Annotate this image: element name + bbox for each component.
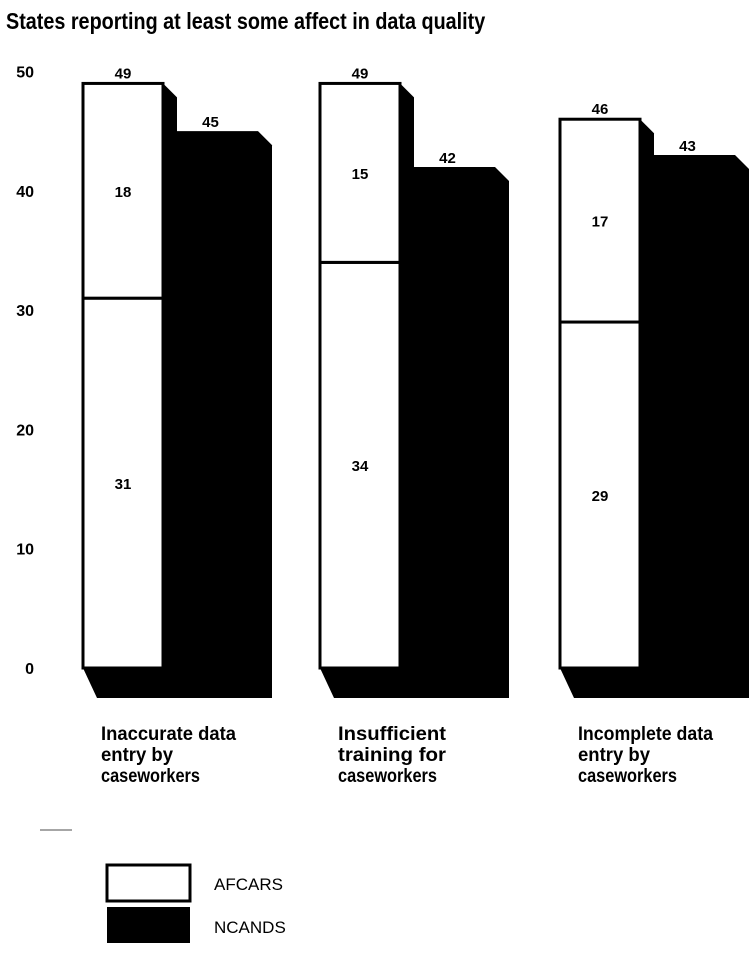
afcars-bar-segment-upper [318,81,402,264]
afcars-upper-value-label: 17 [592,214,609,231]
ncands-value-label: 45 [202,114,219,131]
afcars-upper-value-label: 15 [352,166,369,183]
y-tick-label: 40 [16,184,34,201]
afcars-upper-value-label: 18 [115,184,132,201]
category-label: entry by [578,745,650,766]
afcars-total-label: 46 [592,101,609,118]
y-tick-label: 30 [16,303,34,320]
category-label: caseworkers [338,766,437,787]
afcars-total-label: 49 [352,65,369,82]
afcars-bar-segment-upper [558,117,642,324]
y-tick-label: 10 [16,542,34,559]
category-label: Insufficient [338,724,447,745]
afcars-total-label: 49 [115,65,132,82]
category-label: Inaccurate data [101,724,236,745]
chart-title: States reporting at least some affect in… [6,8,486,34]
afcars-bar-segment-upper [81,81,165,300]
afcars-lower-value-label: 29 [592,488,609,505]
legend-swatch-afcars [105,863,192,903]
afcars-bar-segment-lower [558,320,642,670]
afcars-bar-segment-lower [81,296,165,670]
legend-label-afcars: AFCARS [214,875,283,894]
y-tick-label: 50 [16,65,34,82]
category-label: training for [338,745,447,766]
y-tick-label: 0 [25,661,34,678]
y-tick-label: 20 [16,422,34,439]
afcars-lower-value-label: 31 [115,476,132,493]
legend-label-ncands: NCANDS [214,918,286,937]
ncands-value-label: 43 [679,138,696,155]
category-label: entry by [101,745,173,766]
legend-swatch-ncands [107,907,190,943]
category-label: caseworkers [101,766,200,787]
ncands-value-label: 42 [439,150,456,167]
afcars-lower-value-label: 34 [352,458,369,475]
category-label: caseworkers [578,766,677,787]
category-label: Incomplete data [578,724,713,745]
